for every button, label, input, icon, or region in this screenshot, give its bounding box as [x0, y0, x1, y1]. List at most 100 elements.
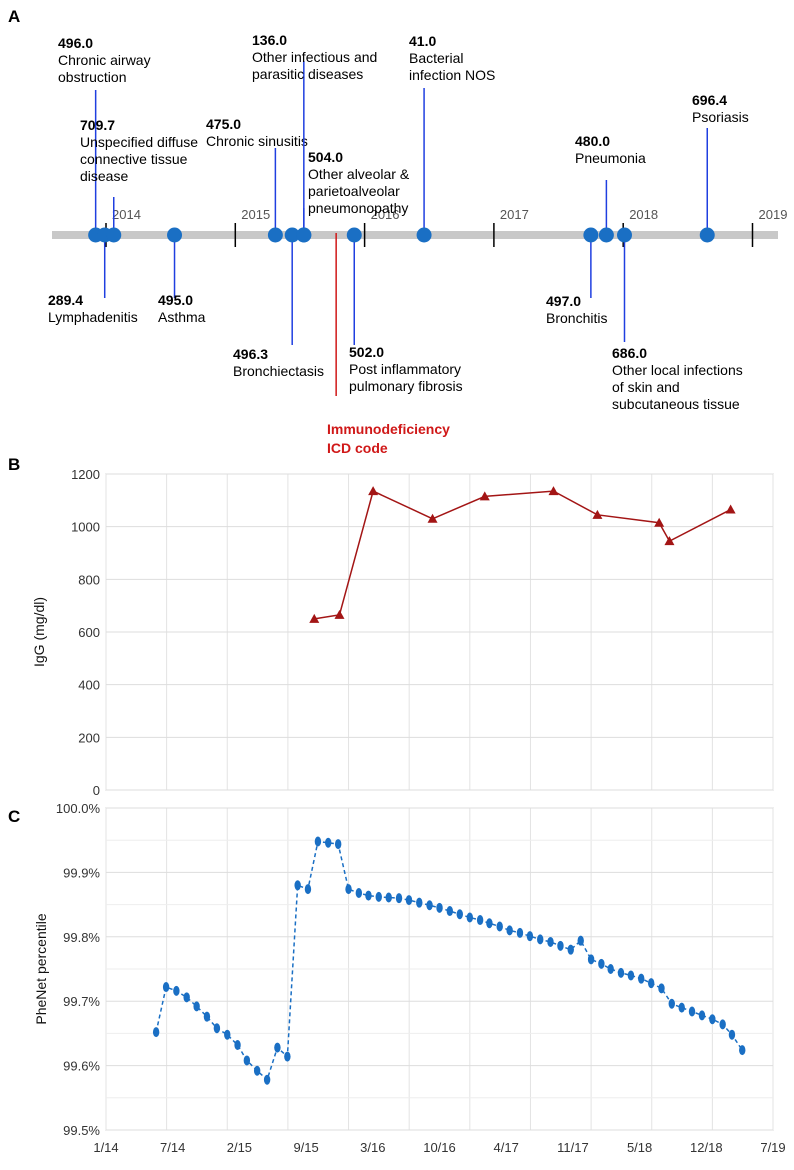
phenet-point	[355, 888, 363, 899]
event-point	[167, 227, 183, 243]
x-tick-label: 7/14	[160, 1140, 185, 1155]
y-tick-label: 200	[78, 730, 100, 745]
phenet-point	[647, 978, 655, 989]
phenet-point	[476, 915, 484, 926]
phenet-point	[345, 884, 352, 895]
phenet-point	[224, 1029, 231, 1040]
phenet-point	[668, 998, 675, 1009]
phenet-point	[456, 909, 463, 920]
igg-point	[725, 504, 736, 514]
event-code: 496.3	[233, 346, 268, 362]
igg-point	[664, 536, 675, 546]
phenet-point	[577, 935, 584, 946]
event-code: 504.0	[308, 149, 343, 165]
phenet-point	[263, 1074, 271, 1085]
phenet-point	[314, 836, 322, 847]
phenet-point	[243, 1055, 251, 1066]
event-code: 480.0	[575, 133, 610, 149]
phenet-point	[416, 897, 423, 908]
phenet-point	[173, 985, 180, 996]
event-label: Other infectious and	[252, 49, 377, 65]
phenet-point	[537, 934, 544, 945]
phenet-point	[395, 893, 403, 904]
event-code: 289.4	[48, 292, 83, 308]
event-point	[416, 227, 432, 243]
y-tick-label: 1200	[71, 467, 100, 482]
phenet-point	[203, 1011, 211, 1022]
event-label: of skin and	[612, 379, 680, 395]
event-label: Post inflammatory	[349, 361, 461, 377]
event-label: Bacterial	[409, 50, 463, 66]
timeline-axis	[52, 231, 778, 239]
event-code: 709.7	[80, 117, 115, 133]
phenet-point	[294, 880, 301, 891]
year-label: 2014	[112, 207, 141, 222]
phenet-point	[698, 1010, 706, 1021]
phenet-point	[284, 1051, 291, 1062]
event-point	[583, 227, 599, 243]
event-label: Pneumonia	[575, 150, 646, 166]
phenet-line	[155, 840, 743, 1082]
phenet-point	[385, 892, 392, 903]
event-label: Unspecified diffuse	[80, 134, 198, 150]
phenet-point	[162, 982, 170, 993]
y-tick-label: 99.8%	[63, 930, 100, 945]
phenet-point	[325, 837, 332, 848]
phenet-point	[688, 1006, 696, 1017]
phenet-point	[496, 921, 503, 932]
event-label: subcutaneous tissue	[612, 396, 740, 412]
y-tick-label: 99.5%	[63, 1123, 100, 1138]
y-tick-label: 0	[93, 783, 100, 798]
x-tick-label: 3/16	[360, 1140, 385, 1155]
phenet-point	[607, 964, 614, 974]
x-tick-label: 9/15	[293, 1140, 318, 1155]
y-tick-label: 800	[78, 572, 100, 587]
y-tick-label: 600	[78, 625, 100, 640]
y-tick-label: 1000	[71, 520, 100, 535]
panel-a-letter: A	[8, 7, 20, 26]
event-label: Chronic sinusitis	[206, 133, 308, 149]
event-code: 495.0	[158, 292, 193, 308]
event-label: Other local infections	[612, 362, 743, 378]
phenet-point	[234, 1039, 241, 1050]
phenet-point	[709, 1014, 716, 1025]
igg-point	[309, 613, 320, 623]
event-label: disease	[80, 168, 128, 184]
event-point	[616, 227, 632, 243]
event-code: 502.0	[349, 344, 384, 360]
event-code: 475.0	[206, 116, 241, 132]
event-label: pulmonary fibrosis	[349, 378, 463, 394]
phenet-point	[274, 1042, 281, 1053]
phenet-point	[213, 1023, 221, 1034]
igg-point	[368, 486, 379, 496]
event-point	[296, 227, 312, 243]
event-code: 686.0	[612, 345, 647, 361]
year-label: 2017	[500, 207, 529, 222]
phenet-point	[405, 895, 413, 906]
event-label: parietoalveolar	[308, 183, 400, 199]
event-label: parasitic diseases	[252, 66, 363, 82]
event-label: infection NOS	[409, 67, 495, 83]
phenet-point	[547, 936, 554, 947]
phenet-point	[375, 891, 382, 902]
phenet-point	[719, 1019, 726, 1030]
phenet-point	[193, 1001, 200, 1012]
event-label: Lymphadenitis	[48, 309, 138, 325]
event-code: 136.0	[252, 32, 287, 48]
phenet-point	[304, 884, 312, 895]
phenet-point	[334, 839, 342, 850]
phenet-point	[152, 1027, 160, 1038]
igg-point	[654, 517, 665, 527]
x-tick-label: 11/17	[557, 1140, 589, 1155]
x-tick-label: 10/16	[423, 1140, 456, 1155]
x-tick-label: 5/18	[627, 1140, 652, 1155]
timeline-panel: 2014 2015 2016 2017 2018 2019 Immunodeficiency…	[48, 32, 787, 456]
panel-b-letter: B	[8, 455, 20, 474]
y-tick-label: 99.6%	[63, 1059, 100, 1074]
y-axis-label: PheNet percentile	[33, 913, 49, 1025]
igg-point	[479, 491, 490, 501]
phenet-point	[587, 954, 595, 965]
event-point	[106, 227, 122, 243]
phenet-point	[183, 992, 190, 1003]
igg-chart: 0 200 400 600 800 1000 1200 IgG (mg/dl)	[31, 467, 774, 798]
